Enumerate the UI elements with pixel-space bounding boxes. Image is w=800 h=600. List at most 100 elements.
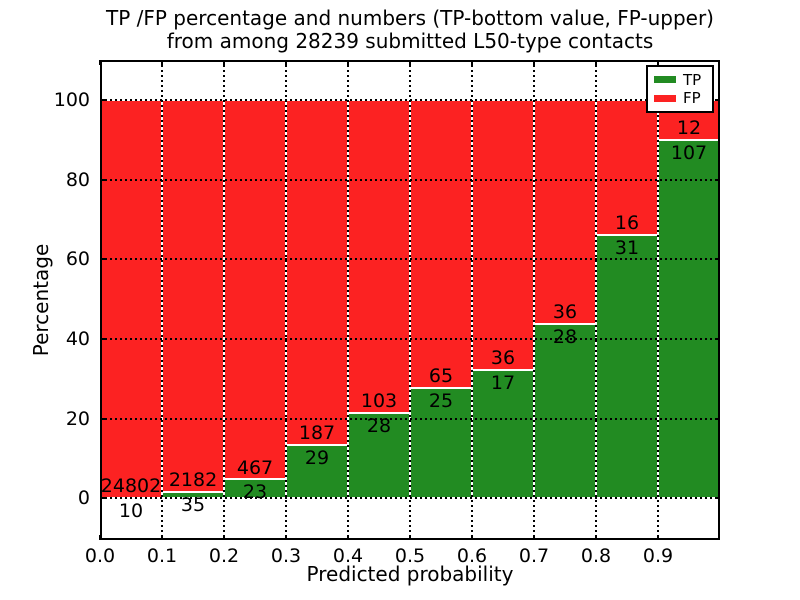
tp-count-label: 17: [490, 372, 516, 395]
tp-count-label: 31: [614, 237, 640, 260]
x-axis-label: Predicted probability: [306, 562, 514, 586]
y-tick-label: 100: [53, 88, 90, 111]
chart-title: TP /FP percentage and numbers (TP-bottom…: [100, 7, 720, 53]
x-tick-mark: [533, 535, 535, 540]
fp-count-label: 12: [676, 117, 702, 139]
x-tick-label: 0.5: [394, 545, 426, 567]
y-tick-mark: [100, 497, 105, 500]
x-tick-label: 0.0: [84, 545, 116, 567]
y-tick-label: 80: [65, 168, 90, 191]
bar-segment-fp: [410, 99, 472, 388]
bar-segment-fp: [286, 99, 348, 445]
bar-segment-fp: [534, 99, 596, 324]
x-tick-mark: [471, 60, 473, 65]
x-tick-mark: [285, 535, 287, 540]
chart-title-line1: TP /FP percentage and numbers (TP-bottom…: [106, 6, 714, 30]
bar-segment-fp: [596, 99, 658, 236]
legend-item-fp: FP: [654, 90, 706, 106]
y-axis-label: Percentage: [29, 243, 53, 357]
bar-segment-tp: [534, 323, 596, 499]
x-tick-mark: [347, 535, 349, 540]
x-tick-mark: [161, 60, 163, 65]
x-tick-label: 0.9: [642, 545, 674, 567]
bar-segment-fp: [100, 99, 162, 498]
gridline-vertical: [285, 60, 287, 540]
x-tick-mark: [657, 535, 659, 540]
legend-label-fp: FP: [683, 89, 701, 108]
plot-area: 24802 10 2182 35 467 23 187 29 103 28 65 25 36 17 36 28…: [54, 60, 720, 566]
x-tick-mark: [161, 535, 163, 540]
y-tick-mark: [100, 258, 105, 261]
x-tick-label: 0.6: [456, 545, 488, 567]
tp-count-label: 25: [428, 389, 454, 412]
x-tick-mark: [347, 60, 349, 65]
y-tick-mark: [715, 337, 720, 340]
bar-segment-fp: [348, 99, 410, 414]
tp-count-label: 23: [242, 481, 268, 504]
x-tick-label: 0.3: [270, 545, 302, 567]
fp-count-label: 36: [490, 347, 516, 370]
x-tick-mark: [595, 535, 597, 540]
chart-title-line2: from among 28239 submitted L50-type cont…: [166, 29, 654, 53]
fp-count-label: 24802: [100, 475, 162, 498]
tp-count-label: 35: [180, 493, 206, 516]
bar-segment-fp: [224, 99, 286, 480]
fp-count-label: 65: [428, 364, 454, 387]
legend-item-tp: TP: [654, 72, 706, 88]
y-tick-mark: [715, 417, 720, 420]
fp-count-label: 16: [614, 212, 640, 235]
tp-count-label: 10: [118, 500, 144, 522]
fp-count-label: 187: [298, 421, 336, 444]
y-tick-mark: [715, 497, 720, 500]
x-tick-mark: [285, 60, 287, 65]
x-tick-mark: [409, 60, 411, 65]
gridline-vertical: [223, 60, 225, 540]
gridline-vertical: [471, 60, 473, 540]
x-tick-label: 0.4: [332, 545, 364, 567]
x-tick-mark: [471, 535, 473, 540]
fp-count-label: 2182: [168, 468, 218, 491]
y-tick-mark: [100, 417, 105, 420]
gridline-vertical: [161, 60, 163, 540]
y-tick-mark: [715, 258, 720, 261]
tp-count-label: 107: [670, 141, 708, 164]
bar-segment-tp: [658, 139, 720, 499]
x-tick-mark: [595, 60, 597, 65]
gridline-vertical: [595, 60, 597, 540]
x-tick-mark: [657, 60, 659, 65]
legend: TP FP: [646, 65, 714, 113]
y-tick-mark: [715, 178, 720, 181]
x-tick-label: 0.1: [146, 545, 178, 567]
y-tick-mark: [100, 337, 105, 340]
gridline-vertical: [409, 60, 411, 540]
y-tick-label: 60: [65, 248, 90, 271]
gridline-vertical: [347, 60, 349, 540]
x-tick-mark: [533, 60, 535, 65]
bar-segment-tp: [596, 235, 658, 499]
x-tick-label: 0.8: [580, 545, 612, 567]
y-tick-label: 20: [65, 407, 90, 430]
y-tick-mark: [100, 98, 105, 101]
fp-count-label: 103: [360, 390, 398, 413]
legend-label-tp: TP: [683, 70, 702, 89]
x-tick-mark: [223, 60, 225, 65]
x-tick-label: 0.2: [208, 545, 240, 567]
gridline-vertical: [657, 60, 659, 540]
x-tick-label: 0.7: [518, 545, 550, 567]
x-tick-mark: [223, 535, 225, 540]
tp-count-label: 28: [366, 415, 392, 438]
fp-count-label: 36: [552, 300, 578, 323]
x-tick-mark: [99, 60, 101, 65]
tp-count-label: 29: [304, 446, 330, 469]
tp-count-label: 28: [552, 325, 578, 348]
x-tick-mark: [99, 535, 101, 540]
fp-swatch-icon: [654, 94, 676, 102]
y-tick-mark: [100, 178, 105, 181]
x-tick-mark: [409, 535, 411, 540]
bar-segment-tp: [348, 413, 410, 499]
y-tick-mark: [715, 98, 720, 101]
fp-count-label: 467: [236, 456, 274, 479]
tp-swatch-icon: [654, 76, 676, 84]
bar-segment-fp: [472, 99, 534, 371]
